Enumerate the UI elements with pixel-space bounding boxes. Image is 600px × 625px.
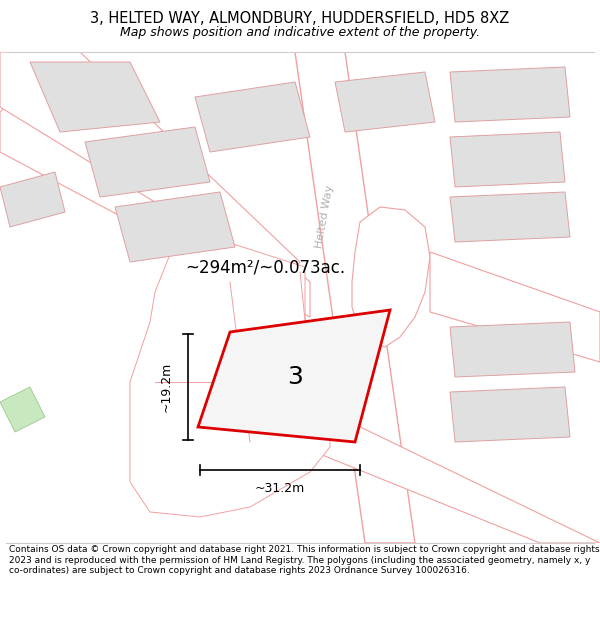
Polygon shape [290, 422, 600, 543]
Text: ~31.2m: ~31.2m [255, 481, 305, 494]
Polygon shape [115, 192, 235, 262]
Polygon shape [450, 67, 570, 122]
Text: Map shows position and indicative extent of the property.: Map shows position and indicative extent… [120, 26, 480, 39]
Polygon shape [198, 310, 390, 442]
Polygon shape [0, 172, 65, 227]
Polygon shape [352, 207, 430, 347]
Text: ~19.2m: ~19.2m [160, 362, 173, 412]
Polygon shape [450, 322, 575, 377]
Text: 3, HELTED WAY, ALMONDBURY, HUDDERSFIELD, HD5 8XZ: 3, HELTED WAY, ALMONDBURY, HUDDERSFIELD,… [91, 11, 509, 26]
Polygon shape [450, 192, 570, 242]
Polygon shape [30, 62, 160, 132]
Polygon shape [195, 82, 310, 152]
Text: 3: 3 [287, 365, 303, 389]
Text: Helted Way: Helted Way [314, 184, 335, 249]
Polygon shape [130, 227, 330, 517]
Polygon shape [0, 52, 310, 317]
Polygon shape [450, 132, 565, 187]
Polygon shape [295, 52, 415, 543]
Polygon shape [85, 127, 210, 197]
Text: Contains OS data © Crown copyright and database right 2021. This information is : Contains OS data © Crown copyright and d… [9, 546, 599, 575]
Polygon shape [0, 387, 45, 432]
Polygon shape [335, 72, 435, 132]
Polygon shape [430, 252, 600, 362]
Polygon shape [0, 52, 300, 282]
Polygon shape [450, 387, 570, 442]
Text: ~294m²/~0.073ac.: ~294m²/~0.073ac. [185, 258, 345, 276]
